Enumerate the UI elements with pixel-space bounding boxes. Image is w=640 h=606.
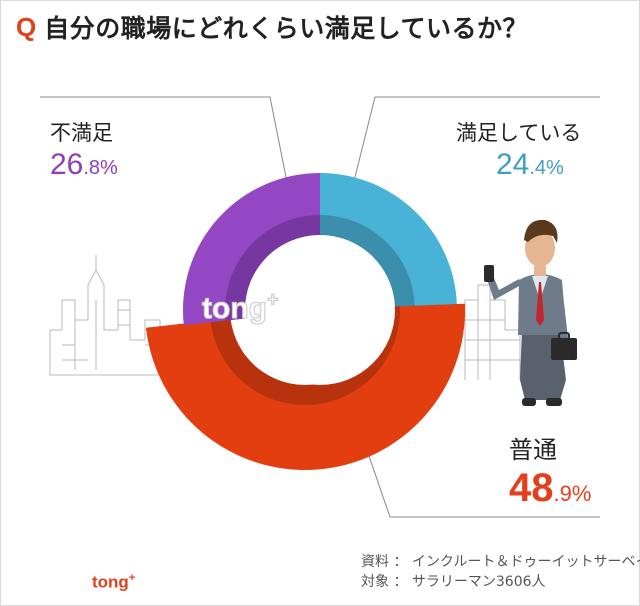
- target-line: 対象 ： サラリーマン3606人: [361, 574, 546, 590]
- value-unsatisfied: 26.8%: [50, 148, 118, 182]
- donut-slice-unsatisfied-inner-band: [225, 215, 320, 321]
- leader-line-satisfied: [349, 96, 600, 198]
- title-text: 自分の職場にどれくらい満足しているか？: [44, 14, 528, 43]
- source-note: 資料 ： インクルート＆ドゥーイットサーベイ 対象 ： サラリーマン3606人: [361, 552, 640, 592]
- value-satisfied-int: 24: [496, 148, 530, 181]
- donut-slice-satisfied-inner-band: [320, 215, 415, 308]
- businessman-illustration: [484, 219, 577, 406]
- donut-hole: [245, 235, 395, 385]
- label-satisfied: 満足している: [456, 121, 582, 145]
- value-normal-dec: .9%: [553, 481, 592, 506]
- value-unsatisfied-dec: .8%: [83, 157, 118, 179]
- value-normal-int: 48: [509, 466, 554, 510]
- donut-slice-satisfied-outer: [320, 173, 457, 308]
- value-unsatisfied-int: 26: [50, 148, 84, 181]
- chart-title: Q 自分の職場にどれくらい満足しているか？: [16, 10, 528, 44]
- donut-slice-satisfied: [320, 173, 457, 308]
- label-unsatisfied: 不満足: [50, 121, 113, 145]
- source-line: 資料 ： インクルート＆ドゥーイットサーベイ: [361, 554, 640, 570]
- footer-logo: tong+: [92, 572, 136, 592]
- value-satisfied: 24.4%: [496, 148, 564, 182]
- leader-line-unsatisfied: [40, 96, 291, 198]
- donut-slice-normal-inner-band: [210, 306, 401, 406]
- donut-chart: [145, 173, 466, 471]
- label-normal: 普通: [509, 436, 557, 464]
- title-q-mark: Q: [16, 11, 37, 42]
- leader-line-normal: [359, 429, 600, 518]
- value-normal: 48.9%: [509, 466, 591, 511]
- watermark-logo: tong+: [202, 289, 279, 325]
- donut-slice-unsatisfied: [182, 173, 320, 326]
- value-satisfied-dec: .4%: [529, 157, 564, 179]
